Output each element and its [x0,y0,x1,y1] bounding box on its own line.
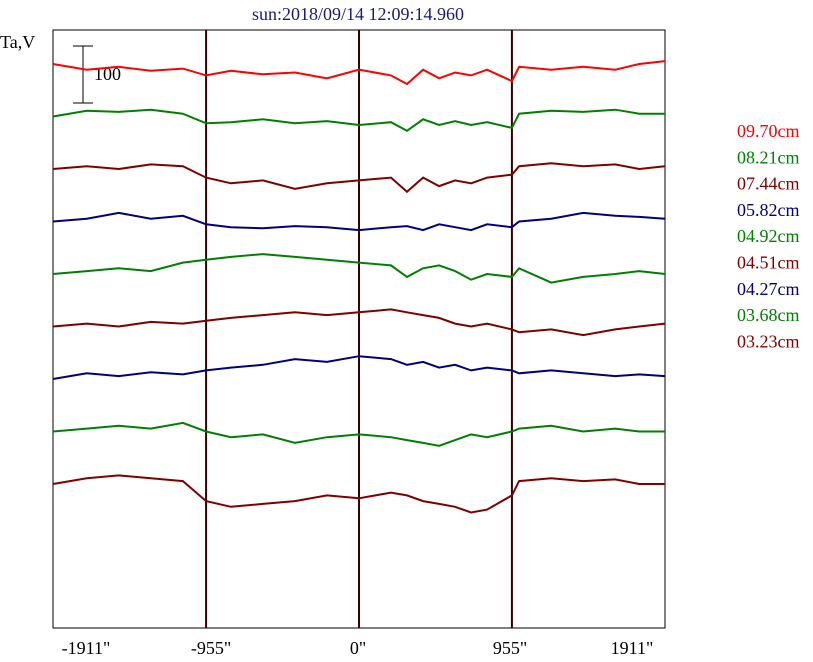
series-layer [52,60,666,514]
legend-item: 05.82cm [737,200,800,220]
x-tick-label: 955" [493,638,527,658]
x-tick-label: -955" [191,638,231,658]
x-tick-label: 1911" [611,638,654,658]
legend-item: 03.23cm [737,331,800,351]
series-line [52,162,666,194]
legend-item: 09.70cm [737,121,800,141]
legend-item: 04.27cm [737,279,800,299]
x-tick-labels: -1911" -955" 0" 955" 1911" [62,638,654,658]
series-line [52,108,665,132]
series-line [52,474,665,514]
series-line [52,211,666,232]
x-tick-label: -1911" [62,638,111,658]
legend: 09.70cm 08.21cm 07.44cm 05.82cm 04.92cm 04.51… [737,121,800,351]
legend-item: 08.21cm [737,147,800,167]
series-line [52,421,665,447]
series-line [52,355,666,380]
legend-item: 03.68cm [737,305,800,325]
y-axis-label: Ta,V [0,32,35,52]
chart-title: sun:2018/09/14 12:09:14.960 [252,4,464,24]
legend-item: 04.51cm [737,253,800,273]
series-line [52,308,666,337]
legend-item: 07.44cm [737,174,800,194]
legend-item: 04.92cm [737,226,800,246]
x-tick-label: 0" [350,638,366,658]
series-line [52,253,666,284]
series-line [52,60,666,86]
scale-bar [73,45,93,104]
